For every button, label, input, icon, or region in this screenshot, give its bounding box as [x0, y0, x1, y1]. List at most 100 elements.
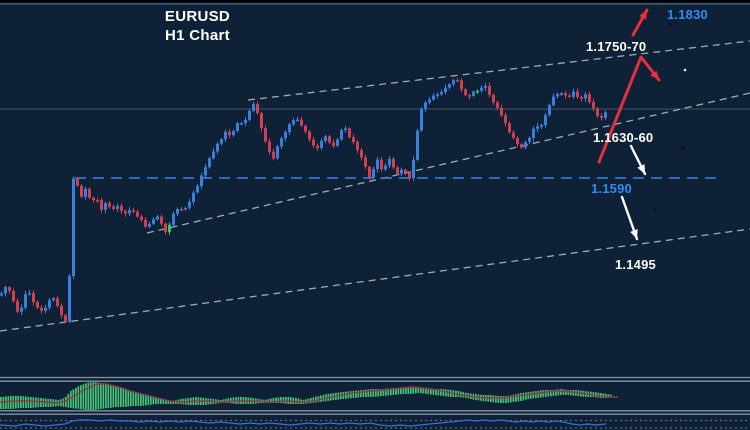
candle-body	[408, 172, 411, 179]
candle-body	[0, 293, 3, 296]
candle-body	[44, 307, 47, 311]
histogram-bar	[547, 390, 550, 397]
histogram-bar	[10, 396, 12, 409]
candle-body	[380, 159, 383, 170]
histogram-bar	[342, 391, 345, 399]
candle-body	[204, 167, 207, 176]
histogram-bar	[567, 389, 570, 395]
histogram-bar	[140, 394, 142, 406]
histogram-bar	[270, 398, 272, 403]
histogram-bar	[110, 384, 112, 408]
candle-body	[444, 87, 447, 93]
histogram-bar	[162, 399, 165, 404]
candle-body	[164, 223, 167, 232]
histogram-bar	[112, 385, 115, 408]
candle-body	[588, 94, 591, 103]
histogram-bar	[560, 389, 562, 395]
candle-body	[476, 90, 479, 93]
price-level-label-pivot: 1.1590	[591, 181, 632, 196]
histogram-bar	[230, 397, 232, 404]
histogram-bar	[405, 387, 407, 394]
candle-body	[52, 298, 55, 301]
candle-body	[104, 203, 107, 210]
candle-body	[112, 206, 115, 209]
histogram-bar	[345, 391, 347, 399]
red-zigzag-arrow-head	[650, 70, 659, 80]
candle-body	[188, 201, 191, 208]
candle-body	[424, 102, 427, 109]
candle-body	[388, 158, 391, 166]
histogram-bar	[357, 390, 360, 398]
histogram-bar	[555, 389, 557, 396]
candle-body	[40, 307, 43, 311]
histogram-bar	[165, 400, 167, 404]
candle-body	[456, 80, 459, 82]
histogram-bar	[147, 395, 150, 406]
histogram-bar	[512, 394, 515, 402]
histogram-bar	[385, 388, 387, 396]
histogram-bar	[75, 387, 77, 409]
histogram-bar	[72, 389, 75, 409]
histogram-bar	[565, 389, 567, 395]
white-down-arrow-1-head	[637, 164, 645, 174]
candle-body	[340, 130, 343, 140]
candle-body	[20, 307, 23, 312]
candle-body	[304, 125, 307, 132]
histogram-bar	[62, 398, 65, 407]
candle-body	[296, 119, 299, 122]
candle-body	[152, 219, 155, 224]
candle-body	[496, 102, 499, 108]
histogram-bar	[80, 385, 82, 410]
candle-body	[56, 298, 59, 306]
candle-body	[80, 185, 83, 197]
candle-body	[8, 287, 11, 291]
histogram-bar	[225, 398, 227, 403]
histogram-bar	[82, 384, 85, 410]
histogram-bar	[97, 382, 100, 410]
histogram-bar	[502, 396, 505, 403]
histogram-bar	[30, 397, 32, 408]
histogram-bar	[417, 387, 420, 394]
chart-title: EURUSD H1 Chart	[125, 7, 270, 45]
histogram-bar	[505, 396, 507, 403]
histogram-bar	[532, 391, 535, 399]
histogram-bar	[267, 399, 270, 403]
histogram-bar	[115, 385, 117, 408]
candle-body	[516, 137, 519, 145]
histogram-bar	[312, 397, 315, 403]
candle-body	[272, 151, 275, 159]
histogram-bar	[372, 389, 375, 397]
candle-body	[284, 132, 287, 139]
histogram-bar	[362, 389, 365, 397]
histogram-bar	[100, 383, 102, 409]
symbol-title: EURUSD	[164, 8, 231, 25]
histogram-bar	[410, 387, 412, 394]
candle-body	[244, 119, 247, 124]
red-up-arrow-head	[639, 10, 647, 20]
histogram-bar	[535, 391, 537, 399]
histogram-bar	[280, 397, 282, 403]
histogram-bar	[310, 398, 312, 403]
histogram-bar	[550, 390, 552, 397]
candle-body	[396, 167, 399, 174]
histogram-bar	[515, 394, 517, 402]
histogram-bar	[370, 389, 372, 397]
histogram-bar	[5, 396, 7, 409]
candle-body	[316, 145, 319, 149]
candle-body	[372, 169, 375, 178]
candle-body	[228, 131, 231, 136]
candle-body	[460, 80, 463, 90]
histogram-bar	[392, 388, 395, 395]
candle-body	[360, 150, 363, 158]
candle-body	[100, 200, 103, 210]
candle-body	[352, 137, 355, 142]
histogram-bar	[415, 387, 417, 394]
histogram-bar	[150, 396, 152, 405]
candle-body	[124, 210, 127, 214]
histogram-bar	[105, 383, 107, 409]
candle-body	[576, 91, 579, 98]
candle-body	[344, 128, 347, 131]
histogram-bar	[395, 388, 397, 395]
candle-body	[544, 115, 547, 126]
